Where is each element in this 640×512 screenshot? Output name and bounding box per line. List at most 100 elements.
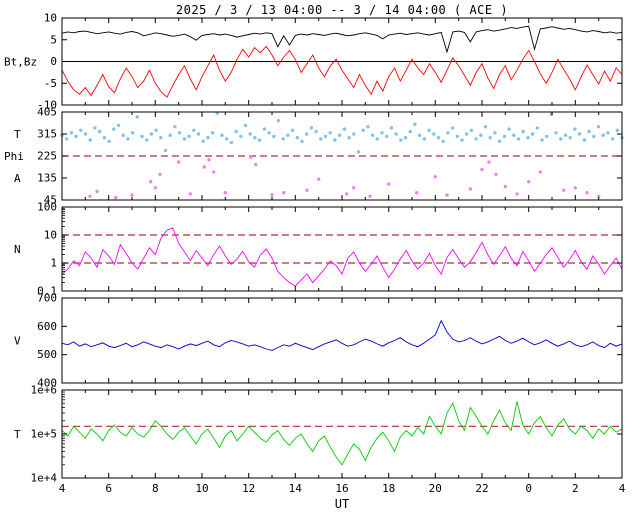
series-phi-point <box>394 132 398 136</box>
series-phi-point <box>545 134 549 139</box>
x-tick-label: 18 <box>382 482 395 495</box>
series-phi-point <box>253 136 257 140</box>
series-phi-point <box>239 134 243 139</box>
series-phi-point <box>267 131 271 135</box>
panel-label-t: T <box>14 128 21 141</box>
series-a-point <box>597 194 601 198</box>
series-phi-point <box>276 118 281 123</box>
series-a-point <box>387 182 391 186</box>
series-phi-point <box>243 123 248 128</box>
series-a-point <box>305 188 309 192</box>
series-phi-point <box>257 138 262 142</box>
series-phi-point <box>493 131 497 135</box>
series-phi-point <box>187 134 191 139</box>
series-phi-point <box>140 134 144 139</box>
series-phi-point <box>173 125 177 129</box>
series-phi-point <box>577 132 582 136</box>
series-phi-point <box>601 133 605 137</box>
x-tick-label: 8 <box>152 482 159 495</box>
series-a-point <box>515 192 519 196</box>
series-phi-point <box>328 131 332 135</box>
series-phi-point <box>149 132 154 136</box>
series-a-point <box>480 167 484 172</box>
series-a-point <box>149 180 153 184</box>
series-a-point <box>153 186 157 190</box>
y-tick-label: 1e+5 <box>31 428 58 441</box>
y-tick-label: 600 <box>37 320 57 333</box>
y-tick-label: 135 <box>37 172 57 185</box>
series-phi-point <box>479 133 483 137</box>
panel-label-n: N <box>14 243 21 256</box>
series-phi-point <box>427 128 431 132</box>
series-phi-point <box>615 128 619 132</box>
series-a-point <box>223 191 227 195</box>
series-phi-point <box>582 138 587 142</box>
series-phi-point <box>512 133 516 137</box>
series-a-point <box>158 172 162 176</box>
panel-frame-n <box>61 206 623 292</box>
x-tick-label: 12 <box>242 482 255 495</box>
series-phi-point <box>606 131 610 135</box>
y-tick-label: 100 <box>37 201 57 214</box>
chart-title: 2025 / 3 / 13 04:00 -- 3 / 14 04:00 ( AC… <box>175 3 509 17</box>
series-phi-point <box>342 127 347 131</box>
series-a-point <box>345 192 349 196</box>
series-phi-point <box>535 126 539 130</box>
series-phi-point <box>337 133 342 137</box>
series-bt-line <box>61 25 623 54</box>
series-phi-point <box>281 137 285 141</box>
series-phi-point <box>502 134 507 139</box>
series-phi-point <box>314 129 318 134</box>
series-phi-point <box>74 134 78 139</box>
series-phi-point <box>177 131 182 135</box>
series-phi-point <box>497 139 502 143</box>
series-phi-point <box>225 137 229 141</box>
panel-label-a: A <box>14 172 21 185</box>
series-a-point <box>188 192 192 196</box>
series-phi-point <box>234 129 238 134</box>
series-a-point <box>433 175 437 179</box>
series-phi-point <box>65 137 69 141</box>
series-phi-point <box>352 132 356 136</box>
series-phi-point <box>88 138 92 142</box>
series-phi-point <box>300 139 304 143</box>
series-phi-point <box>385 134 389 139</box>
series-a-point <box>538 170 542 174</box>
y-tick-label: 10 <box>44 229 57 242</box>
series-phi-point <box>413 122 417 126</box>
series-phi-point <box>168 133 172 137</box>
series-phi-point <box>441 139 445 143</box>
series-a-point <box>487 160 491 164</box>
series-phi-point <box>154 128 158 132</box>
series-phi-point <box>483 125 488 129</box>
series-phi-point <box>159 136 163 140</box>
y-tick-label: 1e+4 <box>31 472 58 485</box>
y-tick-label: 225 <box>37 150 57 163</box>
series-phi-point <box>592 134 596 139</box>
series-a-point <box>352 186 356 190</box>
series-a-point <box>468 187 472 191</box>
series-phi-point <box>69 131 74 135</box>
series-phi-point <box>474 137 478 141</box>
series-t-line <box>61 401 623 466</box>
series-a-point <box>249 155 253 159</box>
series-phi-point <box>305 132 309 136</box>
y-tick-label: 45 <box>44 194 57 207</box>
x-tick-label: 20 <box>429 482 442 495</box>
series-phi-point <box>206 136 210 140</box>
x-tick-label: 6 <box>105 482 112 495</box>
series-phi-point <box>573 127 577 131</box>
y-tick-label: 1 <box>50 257 57 270</box>
series-phi-point <box>450 126 455 130</box>
series-a-point <box>415 191 419 195</box>
series-phi-point <box>610 137 615 141</box>
series-a-point <box>445 193 449 197</box>
panel-frame-v <box>61 297 623 384</box>
series-phi-point <box>121 133 125 137</box>
series-phi-point <box>563 133 568 137</box>
y-tick-label: -5 <box>44 77 57 90</box>
x-tick-label: 4 <box>59 482 66 495</box>
series-a-point <box>88 194 92 198</box>
